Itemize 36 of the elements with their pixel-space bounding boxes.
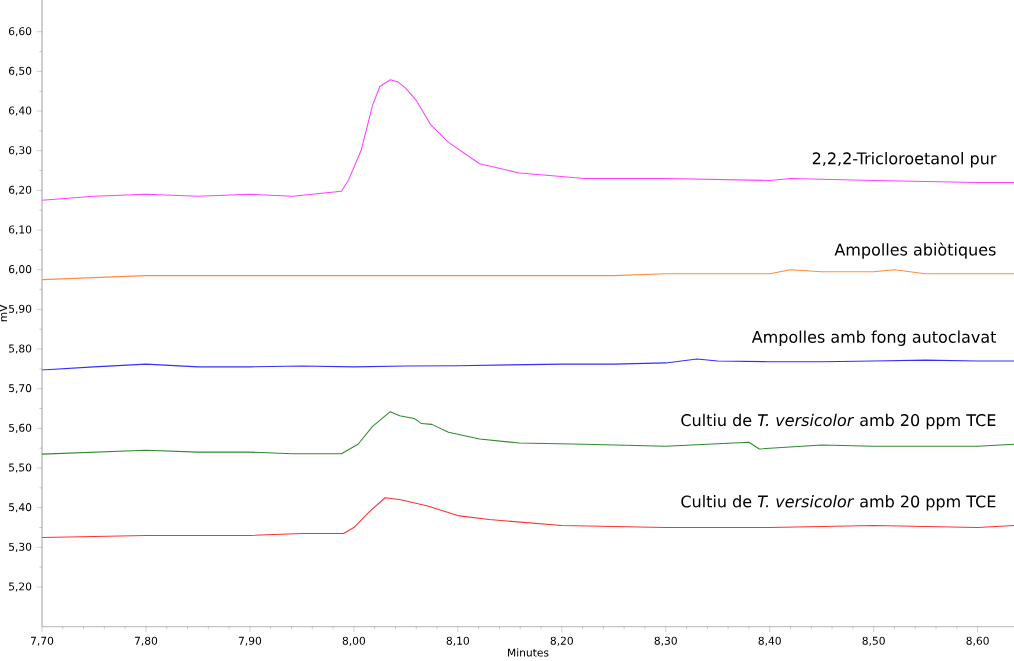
series-label: Cultiu de T. versicolor amb 20 ppm TCE: [681, 495, 996, 511]
line-series: [41, 358, 1014, 371]
y-tick-label: 5,70: [9, 384, 32, 394]
x-tick-label: 8,30: [654, 636, 677, 646]
y-tick-label: 6,60: [8, 27, 32, 37]
x-tick-label: 8,50: [862, 636, 885, 646]
x-tick-label: 8,40: [758, 636, 781, 646]
y-tick-label: 5,80: [9, 344, 32, 354]
y-tick-label: 5,90: [9, 304, 32, 314]
y-tick-label: 6,40: [8, 106, 32, 116]
y-tick-label: 6,20: [8, 185, 32, 195]
y-tick-label: 5,50: [9, 463, 32, 473]
x-tick-label: 8,10: [446, 636, 469, 646]
y-axis-title: mV: [0, 304, 8, 322]
y-tick-label: 5,40: [9, 503, 32, 513]
x-tick-label: 7,80: [134, 636, 158, 646]
line-series: [41, 79, 1014, 201]
y-tick-label: 6,10: [8, 225, 32, 235]
y-tick-label: 5,20: [9, 582, 32, 592]
series-label: 2,2,2-Tricloroetanol pur: [812, 152, 997, 168]
y-tick-label: 5,60: [9, 423, 32, 433]
x-tick-label: 7,70: [31, 636, 54, 646]
x-tick-label: 7,90: [238, 636, 262, 646]
x-tick-label: 8,20: [550, 636, 573, 646]
y-tick-label: 5,30: [9, 542, 32, 552]
x-tick-label: 8,60: [966, 636, 989, 646]
x-axis-title: Minutes: [508, 648, 549, 657]
series-label: Cultiu de T. versicolor amb 20 ppm TCE: [681, 413, 996, 430]
line-series: [41, 411, 1014, 455]
series-label: Ampolles amb fong autoclavat: [751, 330, 997, 346]
line-series: [41, 497, 1014, 538]
x-tick-label: 8,00: [342, 636, 366, 646]
series-label: Ampolles abiòtiques: [834, 242, 996, 259]
y-tick-label: 6,50: [8, 66, 32, 76]
y-tick-label: 6,30: [8, 146, 32, 156]
y-tick-label: 6,00: [8, 265, 32, 275]
